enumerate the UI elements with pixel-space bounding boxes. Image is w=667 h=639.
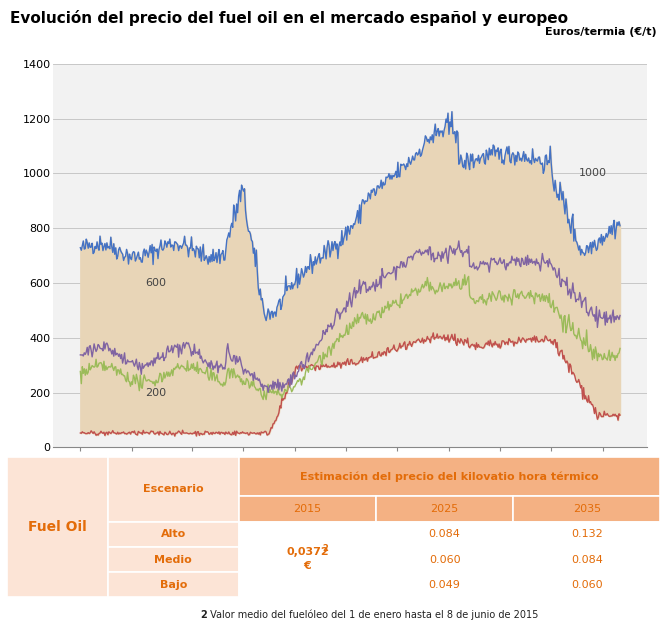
Text: 0.084: 0.084 (429, 529, 460, 539)
ESPAÑA (262, 396, 270, 403)
MIN Eurozona (554, 350, 562, 357)
ESPAÑA (451, 282, 459, 289)
Promedio Eurozona (616, 312, 624, 320)
Text: Bajo: Bajo (159, 580, 187, 590)
Text: Evolución del precio del fuel oil en el mercado español y europeo: Evolución del precio del fuel oil en el … (10, 10, 568, 26)
Text: Valor medio del fuelóleo del 1 de enero hasta el 8 de junio de 2015: Valor medio del fuelóleo del 1 de enero … (207, 610, 538, 620)
Line: MIN Eurozona: MIN Eurozona (80, 333, 620, 436)
Text: 1000: 1000 (578, 169, 606, 178)
Promedio Eurozona (323, 328, 331, 335)
Text: 2025: 2025 (430, 504, 459, 514)
MIN Eurozona (171, 432, 179, 440)
Text: Fuel Oil: Fuel Oil (28, 520, 87, 534)
Line: Promedio Eurozona: Promedio Eurozona (80, 241, 620, 392)
ESPAÑA (554, 307, 562, 315)
Text: 0.084: 0.084 (571, 555, 603, 564)
Text: Escenario: Escenario (143, 484, 203, 494)
MIN Eurozona (553, 339, 561, 346)
ESPAÑA (76, 367, 84, 375)
ESPAÑA (616, 344, 624, 352)
Text: €: € (303, 561, 311, 571)
Text: 2015: 2015 (293, 504, 321, 514)
MAX Eurozona (115, 243, 123, 251)
MAX Eurozona (553, 194, 561, 201)
MAX Eurozona (76, 244, 84, 252)
Text: 0.049: 0.049 (429, 580, 460, 590)
MIN Eurozona (452, 339, 460, 347)
Text: 2035: 2035 (573, 504, 601, 514)
MAX Eurozona (285, 282, 293, 289)
MAX Eurozona (448, 108, 456, 116)
Text: 200: 200 (145, 387, 166, 397)
Text: Alto: Alto (161, 529, 186, 539)
ESPAÑA (553, 304, 561, 311)
MIN Eurozona (616, 412, 624, 419)
MAX Eurozona (323, 243, 331, 251)
Line: ESPAÑA: ESPAÑA (80, 275, 620, 399)
MIN Eurozona (323, 364, 331, 371)
Promedio Eurozona (285, 375, 293, 383)
Line: MAX Eurozona: MAX Eurozona (80, 112, 620, 321)
Promedio Eurozona (451, 251, 459, 259)
Promedio Eurozona (554, 271, 562, 279)
Promedio Eurozona (264, 389, 272, 396)
Text: 2006: 2006 (119, 481, 144, 491)
Promedio Eurozona (553, 273, 561, 281)
Text: 0.060: 0.060 (571, 580, 602, 590)
Text: 0.060: 0.060 (429, 555, 460, 564)
ESPAÑA (323, 353, 331, 361)
ESPAÑA (285, 381, 293, 389)
MIN Eurozona (285, 378, 293, 386)
MAX Eurozona (262, 317, 270, 325)
Text: 2: 2 (322, 544, 328, 553)
MIN Eurozona (430, 329, 438, 337)
MAX Eurozona (616, 222, 624, 229)
Text: Euros/termia (€/t): Euros/termia (€/t) (546, 27, 657, 37)
MIN Eurozona (76, 429, 84, 437)
MIN Eurozona (115, 429, 123, 437)
Text: Estimación del precio del kilovatio hora térmico: Estimación del precio del kilovatio hora… (300, 472, 599, 482)
Text: 0,0372: 0,0372 (286, 547, 329, 557)
Promedio Eurozona (115, 350, 123, 358)
Promedio Eurozona (76, 351, 84, 358)
MAX Eurozona (452, 139, 460, 146)
Text: 600: 600 (145, 278, 166, 288)
Legend: MAX Eurozona, MIN Eurozona, ESPAÑA, Promedio Eurozona: MAX Eurozona, MIN Eurozona, ESPAÑA, Prom… (23, 0, 457, 3)
MAX Eurozona (554, 190, 562, 198)
Text: 2: 2 (200, 610, 207, 620)
ESPAÑA (461, 271, 469, 279)
ESPAÑA (115, 370, 123, 378)
Promedio Eurozona (455, 237, 463, 245)
Text: 0.132: 0.132 (571, 529, 603, 539)
Text: Enero
de
2005: Enero de 2005 (61, 505, 87, 535)
Text: Medio: Medio (155, 555, 192, 564)
